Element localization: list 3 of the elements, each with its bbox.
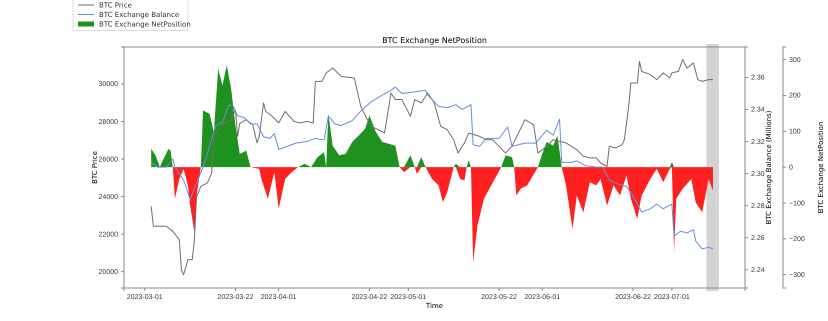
- line-series: [150, 86, 714, 250]
- chart-title: BTC Exchange NetPosition: [382, 36, 487, 45]
- line-series: [150, 59, 714, 276]
